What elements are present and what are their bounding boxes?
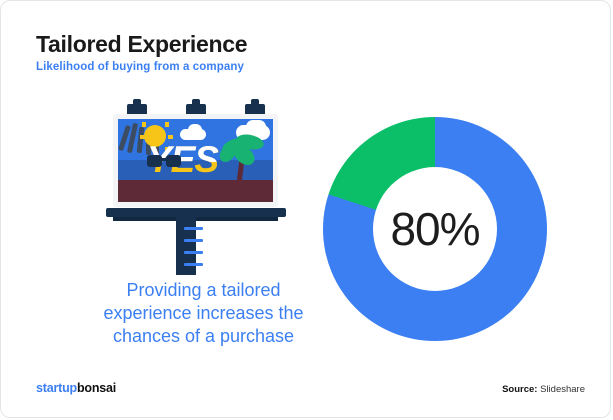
sun-ray — [168, 135, 173, 139]
billboard-illustration: YES YES — [96, 99, 296, 276]
caption-line-2: experience increases the — [103, 303, 304, 323]
cloud-icon — [188, 124, 202, 136]
ladder-rung — [184, 227, 203, 230]
sun-ray — [140, 135, 145, 139]
source-value: Slideshare — [540, 384, 585, 395]
sand-band — [118, 180, 273, 202]
sun-icon — [144, 125, 166, 147]
page-subtitle: Likelihood of buying from a company — [36, 61, 244, 73]
ladder-rung — [184, 239, 203, 242]
billboard-post — [176, 217, 196, 275]
sun-ray — [165, 122, 169, 127]
billboard-frame: YES YES — [113, 114, 278, 207]
donut-center: 80% — [373, 167, 497, 291]
billboard-base-bar — [106, 208, 286, 217]
billboard-lamp-left — [127, 99, 147, 117]
donut-value-label: 80% — [390, 203, 480, 255]
sun-ray — [142, 122, 146, 127]
billboard-text-top: YES — [147, 141, 219, 162]
page-title: Tailored Experience — [36, 31, 248, 57]
billboard-lamp-center — [186, 99, 206, 117]
billboard-scene: YES YES — [118, 119, 273, 202]
caption-text: Providing a tailored experience increase… — [76, 279, 331, 348]
ladder-rung — [184, 251, 203, 254]
bird-icon — [136, 126, 145, 154]
source-label: Source: — [502, 384, 538, 395]
caption-line-1: Providing a tailored — [126, 280, 281, 300]
sunglasses-icon — [147, 155, 181, 167]
billboard-lamp-right — [245, 99, 265, 117]
brand-logo: startupbonsai — [36, 381, 116, 395]
donut-chart: 80% — [323, 117, 547, 341]
caption-line-3: chances of a purchase — [112, 326, 295, 346]
sun-ray — [165, 147, 169, 152]
logo-part-startup: startup — [36, 381, 77, 395]
logo-part-bonsai: bonsai — [76, 381, 117, 395]
source-credit: Source: Slideshare — [502, 384, 585, 395]
cloud-icon — [246, 120, 266, 134]
ladder-rung — [184, 263, 203, 266]
